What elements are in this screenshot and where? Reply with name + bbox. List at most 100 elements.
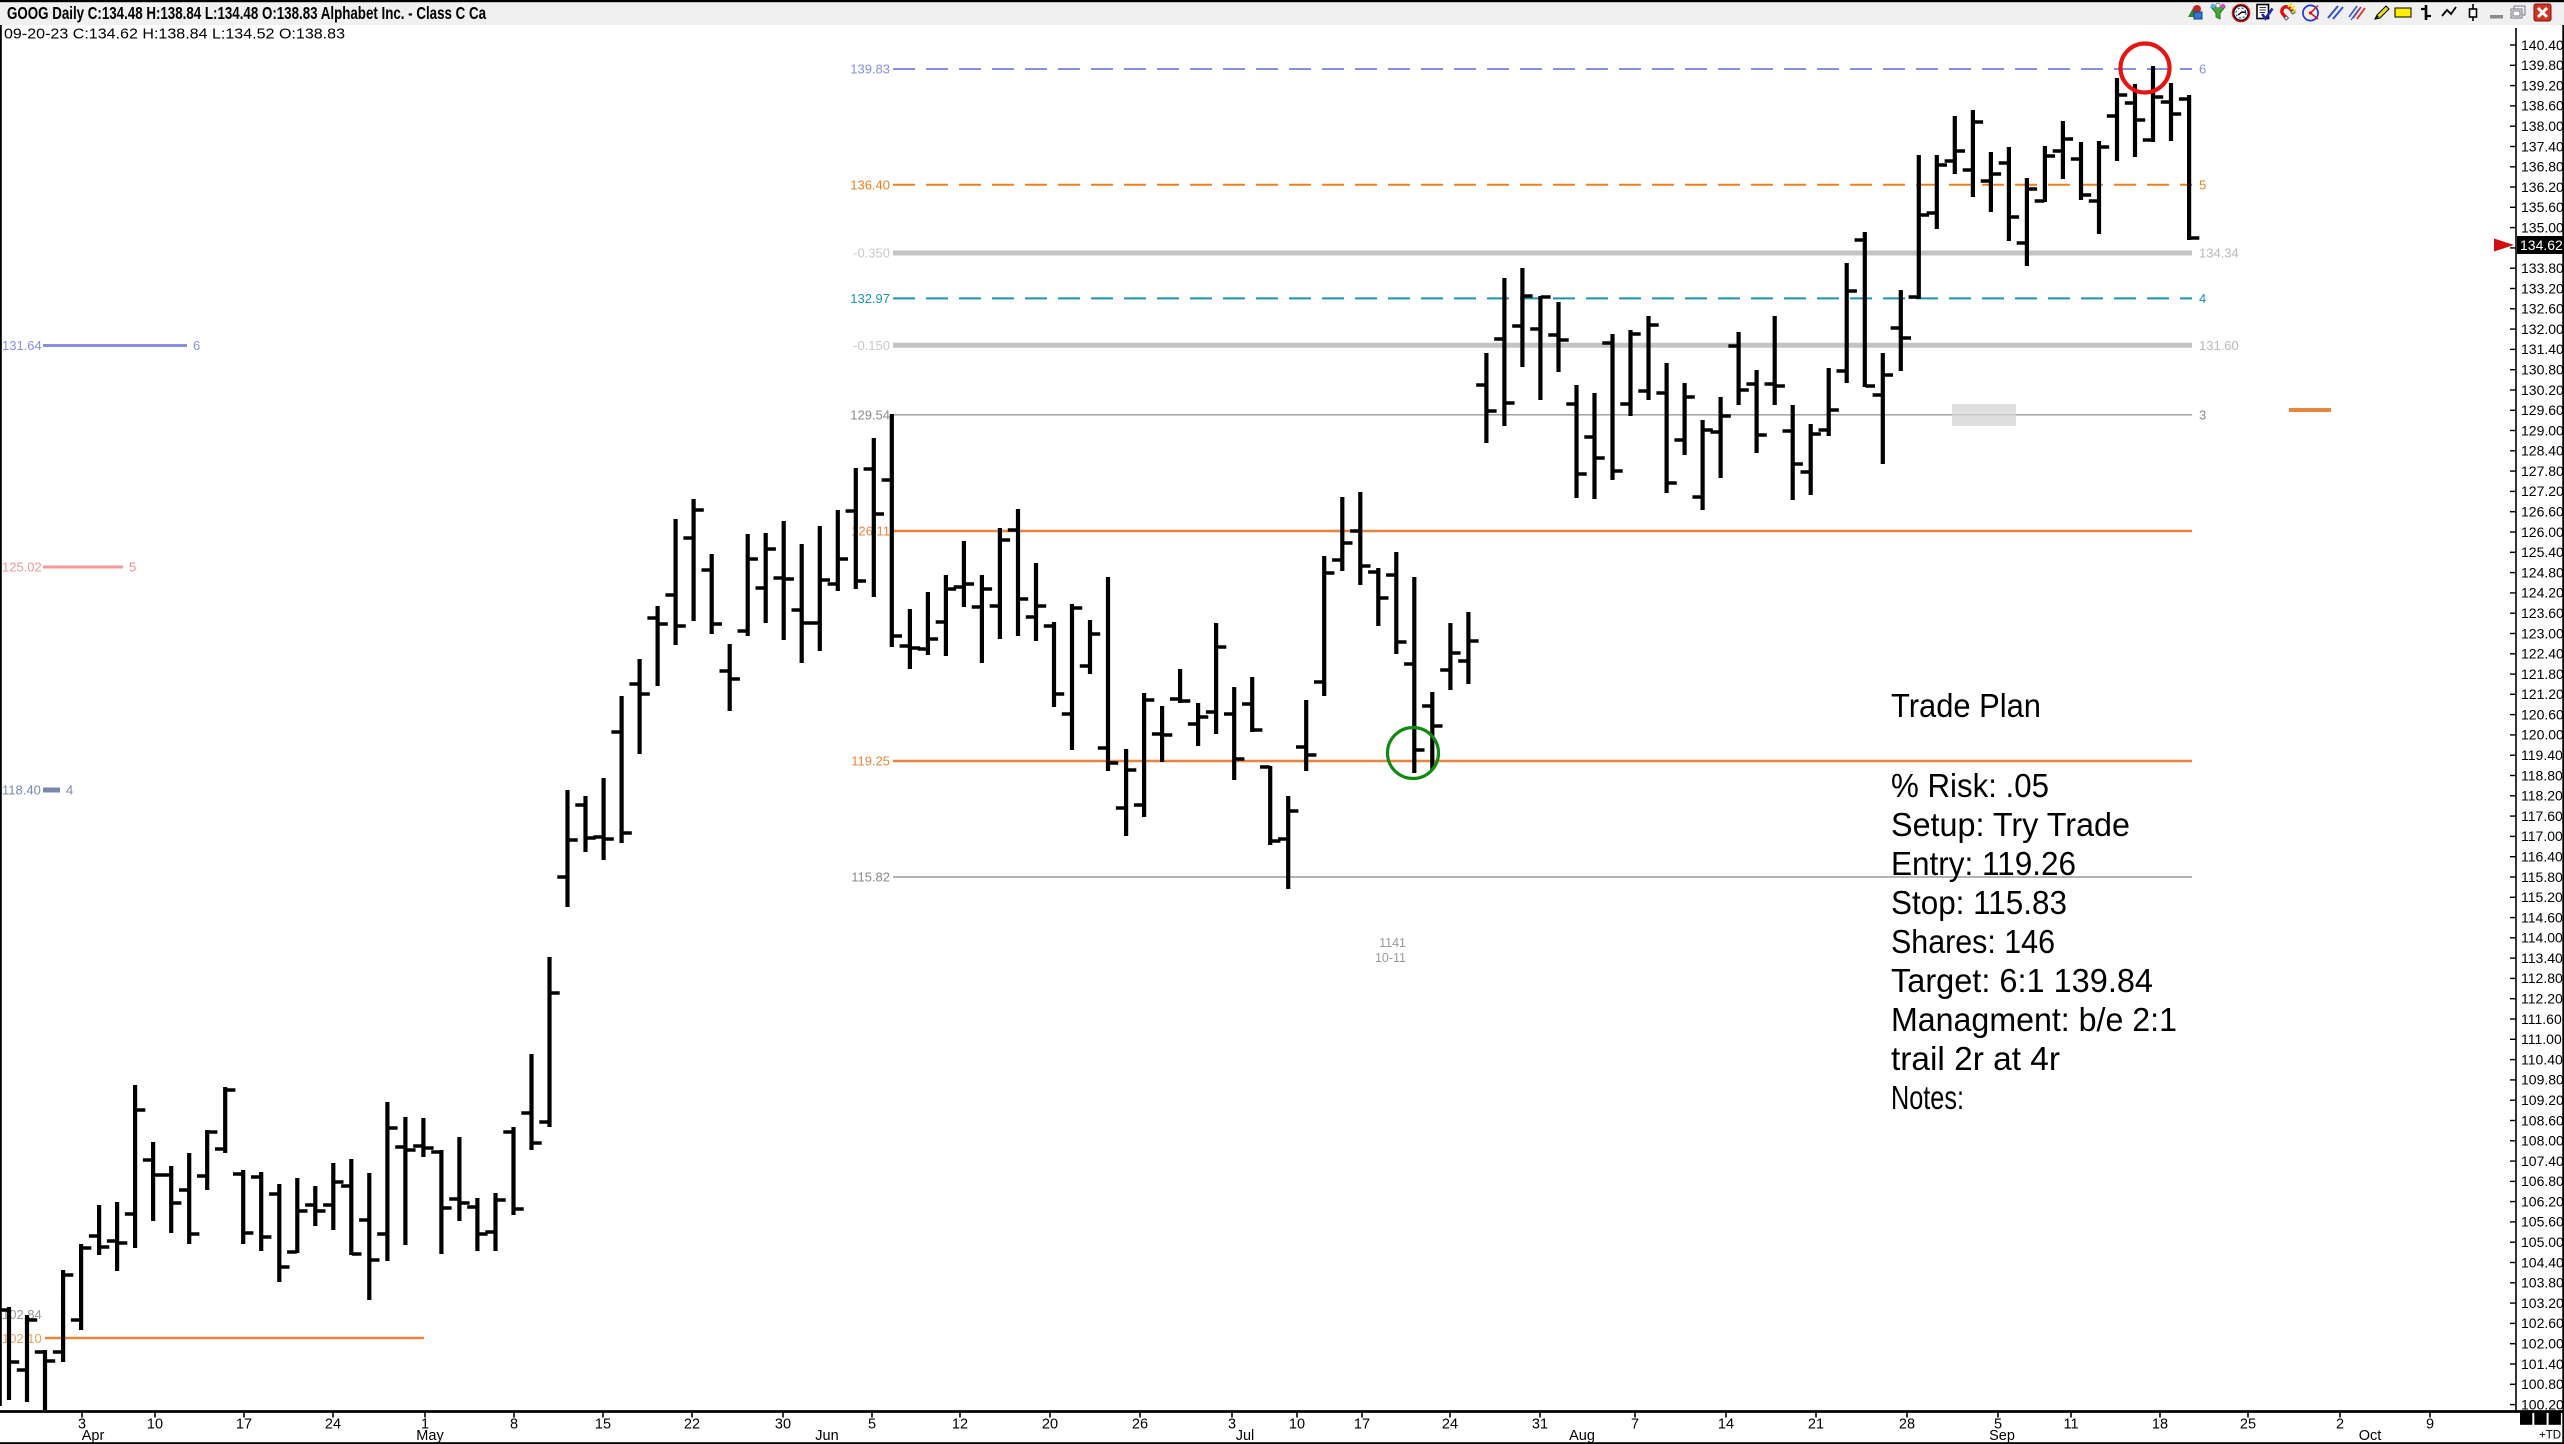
svg-text:12: 12 — [952, 1417, 968, 1433]
svg-text:28: 28 — [1899, 1417, 1915, 1433]
svg-text:126.11: 126.11 — [851, 524, 890, 539]
svg-text:10-11: 10-11 — [1375, 951, 1406, 965]
svg-text:130.20: 130.20 — [2521, 382, 2564, 398]
svg-text:Shares: 146: Shares: 146 — [1891, 924, 2055, 961]
svg-text:Apr: Apr — [82, 1428, 105, 1444]
svg-text:6: 6 — [193, 338, 200, 353]
svg-text:135.60: 135.60 — [2521, 199, 2564, 215]
svg-text:127.80: 127.80 — [2521, 463, 2564, 479]
svg-text:6: 6 — [2199, 62, 2206, 77]
svg-text:108.00: 108.00 — [2521, 1133, 2564, 1149]
svg-text:101.40: 101.40 — [2521, 1356, 2564, 1372]
svg-text:Setup: Try Trade: Setup: Try Trade — [1891, 807, 2130, 844]
svg-text:May: May — [416, 1428, 444, 1444]
svg-text:5: 5 — [1994, 1417, 2002, 1433]
svg-text:18: 18 — [2152, 1417, 2168, 1433]
svg-text:Sep: Sep — [1989, 1428, 2015, 1444]
svg-text:121.20: 121.20 — [2521, 686, 2564, 702]
svg-text:131.60: 131.60 — [2199, 338, 2239, 353]
svg-text:111.60: 111.60 — [2521, 1011, 2562, 1027]
svg-text:120.00: 120.00 — [2521, 727, 2564, 743]
svg-text:132.60: 132.60 — [2521, 301, 2564, 317]
svg-text:% Risk: .05: % Risk: .05 — [1891, 768, 2049, 805]
svg-text:Jun: Jun — [815, 1428, 838, 1444]
svg-text:113.40: 113.40 — [2521, 950, 2563, 966]
svg-text:129.60: 129.60 — [2521, 402, 2564, 418]
svg-text:31: 31 — [1532, 1417, 1548, 1433]
svg-text:4: 4 — [66, 783, 73, 798]
svg-text:107.40: 107.40 — [2521, 1153, 2564, 1169]
svg-text:1: 1 — [421, 1417, 429, 1433]
svg-text:3: 3 — [78, 1417, 86, 1433]
svg-text:139.20: 139.20 — [2521, 77, 2564, 93]
svg-text:11: 11 — [2063, 1417, 2078, 1433]
svg-text:114.00: 114.00 — [2521, 930, 2563, 946]
svg-text:102.60: 102.60 — [2521, 1315, 2564, 1331]
svg-text:106.80: 106.80 — [2521, 1173, 2564, 1189]
svg-text:20: 20 — [1042, 1417, 1058, 1433]
svg-text:105.60: 105.60 — [2521, 1214, 2564, 1230]
svg-text:Jul: Jul — [1236, 1428, 1255, 1444]
svg-text:Notes:: Notes: — [1891, 1080, 1964, 1117]
svg-text:117.60: 117.60 — [2521, 808, 2563, 824]
svg-text:119.25: 119.25 — [851, 754, 890, 769]
svg-text:30: 30 — [775, 1417, 791, 1433]
svg-text:118.80: 118.80 — [2521, 767, 2563, 783]
svg-text:2: 2 — [2336, 1417, 2344, 1433]
svg-text:140.40: 140.40 — [2521, 37, 2564, 53]
svg-text:Aug: Aug — [1569, 1428, 1595, 1444]
svg-text:10: 10 — [1289, 1417, 1305, 1433]
svg-text:124.20: 124.20 — [2521, 585, 2564, 601]
svg-text:112.80: 112.80 — [2521, 970, 2563, 986]
svg-text:126.60: 126.60 — [2521, 504, 2564, 520]
svg-text:Target: 6:1 139.84: Target: 6:1 139.84 — [1891, 963, 2153, 1000]
svg-text:124.80: 124.80 — [2521, 564, 2564, 580]
svg-text:126.00: 126.00 — [2521, 524, 2564, 540]
svg-text:Entry: 119.26: Entry: 119.26 — [1891, 846, 2076, 883]
svg-text:125.02: 125.02 — [2, 560, 42, 575]
svg-text:125.40: 125.40 — [2521, 544, 2564, 560]
svg-text:123.00: 123.00 — [2521, 625, 2564, 641]
svg-text:Trade Plan: Trade Plan — [1891, 688, 2041, 725]
svg-text:102.00: 102.00 — [2521, 1336, 2564, 1352]
svg-text:139.80: 139.80 — [2521, 57, 2564, 73]
svg-text:115.82: 115.82 — [851, 870, 890, 885]
svg-text:116.40: 116.40 — [2521, 849, 2563, 865]
svg-text:100.80: 100.80 — [2521, 1376, 2564, 1392]
svg-text:132.97: 132.97 — [850, 291, 890, 306]
svg-text:9: 9 — [2426, 1417, 2434, 1433]
svg-text:131.40: 131.40 — [2521, 341, 2564, 357]
svg-text:137.40: 137.40 — [2521, 138, 2564, 154]
svg-text:120.60: 120.60 — [2521, 706, 2564, 722]
svg-text:5: 5 — [129, 560, 136, 575]
svg-text:24: 24 — [325, 1417, 341, 1433]
svg-text:115.80: 115.80 — [2521, 869, 2563, 885]
svg-text:106.20: 106.20 — [2521, 1193, 2564, 1209]
svg-text:135.00: 135.00 — [2521, 219, 2564, 235]
svg-text:119.40: 119.40 — [2521, 747, 2563, 763]
svg-text:132.00: 132.00 — [2521, 321, 2564, 337]
svg-text:136.20: 136.20 — [2521, 179, 2564, 195]
svg-text:21: 21 — [1808, 1417, 1824, 1433]
svg-text:122.40: 122.40 — [2521, 646, 2564, 662]
svg-text:117.00: 117.00 — [2521, 828, 2563, 844]
svg-text:131.64: 131.64 — [2, 338, 42, 353]
svg-text:104.40: 104.40 — [2521, 1254, 2564, 1270]
svg-text:26: 26 — [1132, 1417, 1148, 1433]
svg-text:+TD: +TD — [2539, 1430, 2561, 1442]
svg-text:130.80: 130.80 — [2521, 362, 2564, 378]
svg-text:Oct: Oct — [2359, 1428, 2382, 1444]
svg-text:128.40: 128.40 — [2521, 443, 2564, 459]
svg-text:5: 5 — [2199, 177, 2206, 192]
svg-text:3: 3 — [2199, 407, 2206, 422]
svg-text:Stop: 115.83: Stop: 115.83 — [1891, 885, 2067, 922]
svg-text:8: 8 — [510, 1417, 518, 1433]
svg-text:134.34: 134.34 — [2199, 246, 2239, 261]
svg-text:110.40: 110.40 — [2521, 1051, 2563, 1067]
svg-text:17: 17 — [1354, 1417, 1370, 1433]
svg-text:22: 22 — [684, 1417, 700, 1433]
svg-text:118.40: 118.40 — [2, 783, 41, 798]
svg-text:133.80: 133.80 — [2521, 260, 2564, 276]
svg-text:trail 2r at 4r: trail 2r at 4r — [1891, 1041, 2060, 1078]
svg-text:121.80: 121.80 — [2521, 666, 2564, 682]
